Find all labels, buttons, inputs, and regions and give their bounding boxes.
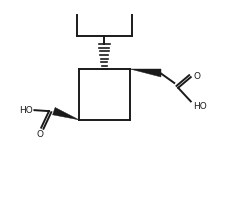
Polygon shape bbox=[129, 69, 160, 77]
Polygon shape bbox=[52, 107, 79, 120]
Text: HO: HO bbox=[192, 102, 206, 111]
Text: O: O bbox=[192, 72, 199, 81]
Text: O: O bbox=[36, 130, 44, 139]
Text: HO: HO bbox=[19, 106, 32, 115]
